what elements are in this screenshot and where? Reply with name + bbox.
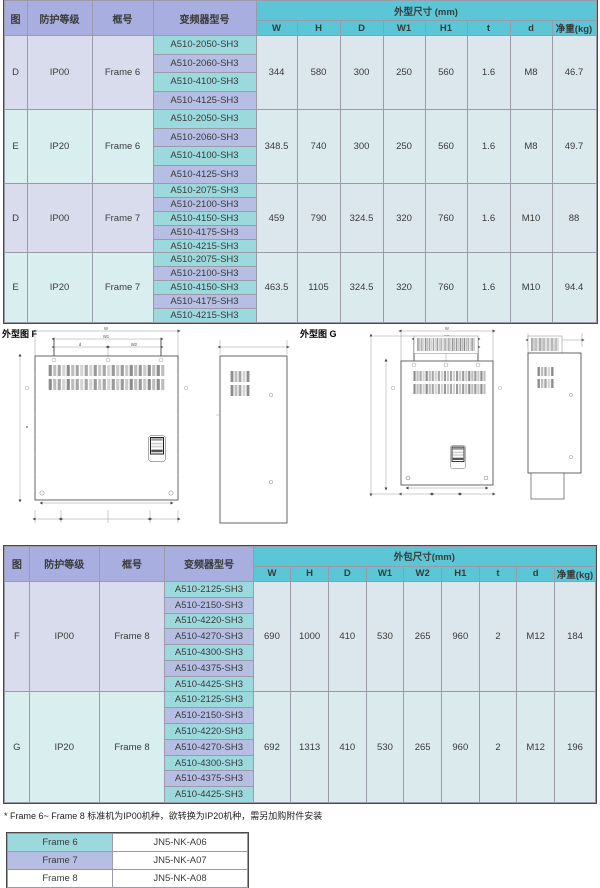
svg-text:外型图 F: 外型图 F: [1, 328, 38, 339]
svg-text:d: d: [79, 342, 82, 347]
svg-text:W2: W2: [131, 342, 138, 347]
svg-text:W1: W1: [103, 334, 110, 339]
svg-text:W: W: [445, 327, 449, 331]
svg-text:外型图 G: 外型图 G: [299, 328, 337, 339]
svg-text:W: W: [104, 327, 108, 331]
